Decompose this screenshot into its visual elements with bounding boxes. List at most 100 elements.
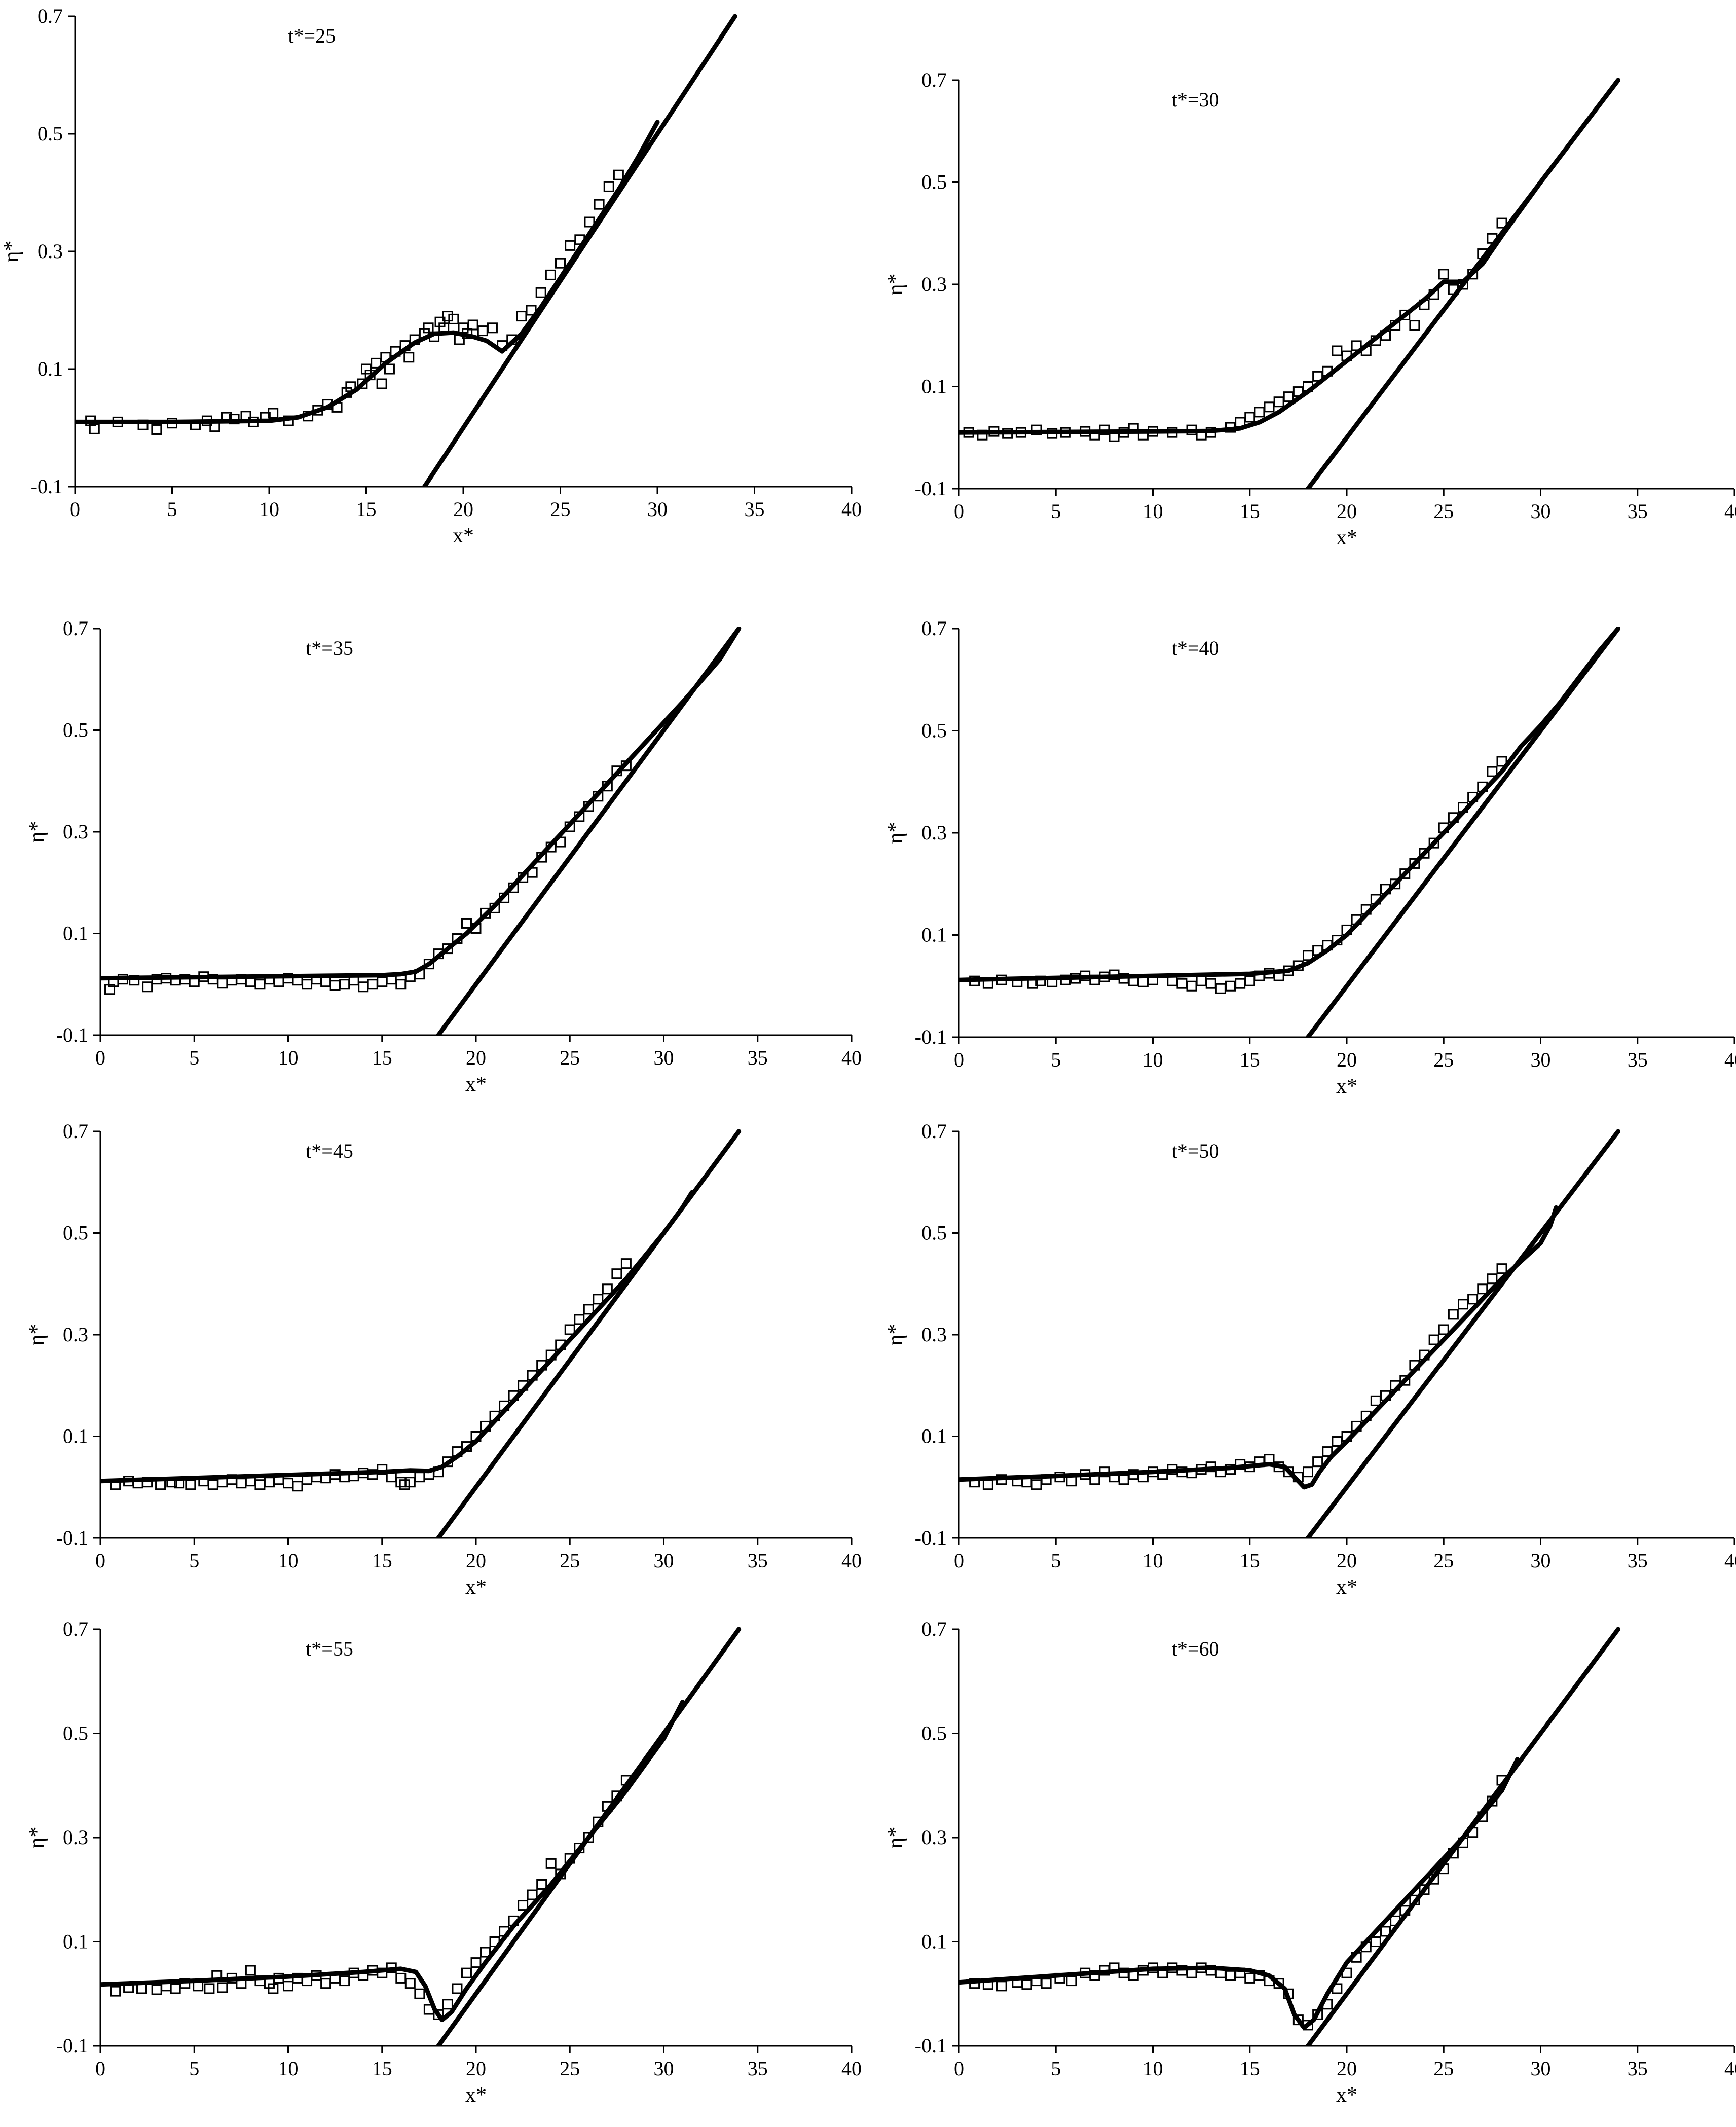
x-tick-label: 20	[466, 1549, 486, 1572]
y-tick-label: 0.3	[63, 1826, 88, 1849]
data-point	[1477, 781, 1488, 792]
data-point	[1264, 1454, 1275, 1465]
y-tick-label: 0.1	[38, 357, 63, 380]
data-point	[583, 1304, 594, 1315]
x-tick-label: 25	[560, 2057, 580, 2080]
data-point	[583, 801, 594, 812]
data-point	[1186, 980, 1197, 992]
data-point	[442, 1456, 453, 1468]
data-point	[574, 234, 585, 245]
data-point	[611, 1268, 622, 1279]
chart-panel-7: 0 5 10 15 20 25 30 35 40 -0.1 0.1 0.3 0.5 0.7 x* η* t*=5…	[25, 1618, 862, 2107]
data-point	[185, 1479, 196, 1490]
data-point	[142, 981, 153, 993]
x-tick-label: 15	[372, 1046, 392, 1069]
data-point	[268, 1983, 279, 1994]
data-point	[358, 981, 369, 993]
data-point	[89, 423, 100, 434]
data-point	[1496, 1263, 1507, 1274]
data-point	[996, 974, 1007, 985]
x-tick-label: 20	[466, 2057, 486, 2080]
data-point	[583, 1832, 594, 1843]
data-point	[1370, 894, 1381, 905]
y-tick-label: 0.5	[63, 719, 88, 742]
data-point	[1467, 791, 1479, 802]
data-point	[1012, 976, 1023, 987]
x-tick-label: 0	[954, 1048, 964, 1071]
data-point	[1341, 350, 1352, 361]
y-tick-label: 0.5	[921, 719, 947, 742]
y-axis-label: η*	[884, 274, 907, 296]
data-point	[489, 902, 500, 913]
data-point	[1205, 978, 1216, 989]
chart-panel-4: 0 5 10 15 20 25 30 35 40 -0.1 0.1 0.3 0.5 0.7 x* η* t*=4…	[884, 617, 1736, 1098]
data-point	[1496, 217, 1507, 229]
data-point	[423, 322, 434, 334]
data-point	[377, 1464, 388, 1475]
data-point	[1390, 320, 1401, 331]
data-point	[1035, 975, 1046, 986]
data-point	[371, 357, 382, 369]
x-tick-label: 0	[95, 1046, 105, 1069]
data-point	[1031, 424, 1042, 435]
data-point	[1428, 1334, 1439, 1345]
data-point	[221, 412, 232, 423]
data-point	[470, 1957, 482, 1968]
data-point	[461, 1967, 472, 1978]
y-tick-label: -0.1	[31, 475, 63, 498]
y-tick-label: 0.7	[63, 617, 88, 640]
data-point	[555, 1339, 566, 1350]
x-axis-label: x*	[465, 1575, 487, 1599]
data-point	[969, 975, 980, 986]
data-point	[1041, 1978, 1052, 1989]
data-point	[364, 370, 376, 381]
data-point	[480, 1420, 491, 1432]
data-point	[1428, 837, 1439, 849]
data-point	[207, 1479, 218, 1490]
data-point	[1283, 391, 1294, 402]
y-tick-label: 0.3	[921, 273, 947, 296]
x-tick-label: 15	[372, 1549, 392, 1572]
data-point	[1031, 1479, 1042, 1490]
data-point	[376, 378, 387, 389]
slope-line	[422, 14, 737, 487]
data-point	[594, 199, 605, 210]
y-tick-label: -0.1	[56, 1526, 88, 1549]
y-tick-label: 0.5	[63, 1222, 88, 1244]
data-point	[442, 311, 453, 322]
data-point	[982, 1979, 993, 1990]
data-point	[1380, 1390, 1391, 1401]
x-tick-label: 15	[372, 2057, 392, 2080]
data-point	[1303, 381, 1313, 392]
data-point	[254, 979, 266, 990]
x-tick-label: 30	[1531, 500, 1551, 523]
data-point	[236, 1978, 247, 1989]
y-tick-label: 0.3	[921, 1323, 947, 1346]
data-point	[593, 1816, 604, 1827]
y-tick-label: 0.1	[63, 922, 88, 945]
data-point	[404, 1477, 416, 1488]
data-point	[303, 411, 314, 422]
data-point	[236, 1478, 247, 1489]
y-axis-label: η*	[25, 1827, 49, 1849]
data-point	[545, 1858, 557, 1869]
data-point	[1399, 868, 1411, 879]
data-point	[167, 418, 177, 429]
data-point	[448, 313, 459, 324]
x-tick-label: 5	[189, 1046, 199, 1069]
x-tick-label: 35	[1628, 1549, 1648, 1572]
x-axis-label: x*	[465, 1073, 487, 1096]
data-point	[311, 1970, 322, 1981]
plot-area	[959, 627, 1620, 1037]
data-point	[982, 1479, 993, 1490]
data-point	[193, 1981, 204, 1992]
data-point	[452, 933, 463, 944]
data-point	[117, 974, 128, 985]
x-tick-label: 25	[560, 1549, 580, 1572]
data-point	[1428, 289, 1439, 300]
data-point	[395, 979, 407, 990]
data-point	[429, 331, 440, 342]
x-tick-label: 40	[1724, 2057, 1736, 2080]
x-tick-label: 5	[1051, 1048, 1061, 1071]
x-tick-label: 5	[189, 1549, 199, 1572]
